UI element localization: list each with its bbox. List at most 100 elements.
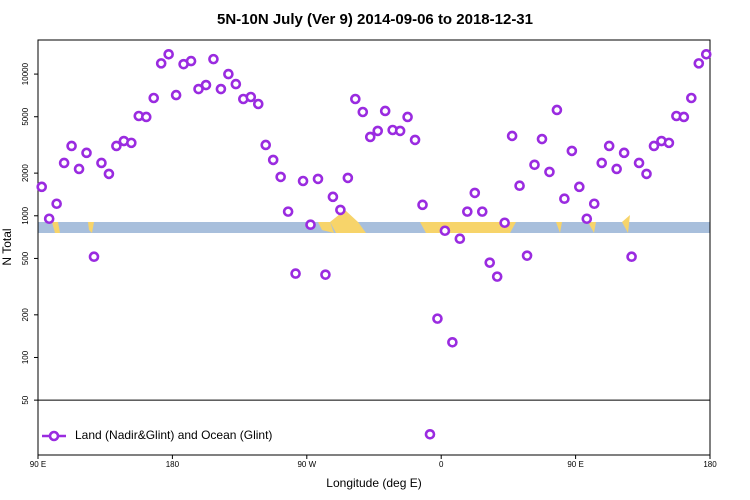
- point: [394, 125, 406, 137]
- point: [81, 147, 92, 159]
- point: [111, 140, 122, 152]
- point: [245, 91, 257, 103]
- land-mask-band: [38, 222, 710, 233]
- point: [581, 213, 593, 225]
- point: [282, 206, 294, 217]
- point: [320, 269, 331, 280]
- legend-label: Land (Nadir&Glint) and Ocean (Glint): [75, 428, 272, 442]
- point: [409, 134, 421, 146]
- point: [551, 104, 563, 116]
- point: [275, 171, 286, 183]
- point: [43, 213, 55, 225]
- point: [252, 98, 264, 110]
- point: [588, 198, 600, 210]
- point: [417, 199, 428, 211]
- y-tick-label: 200: [21, 308, 30, 322]
- y-tick-label: 2000: [21, 164, 30, 182]
- point: [327, 191, 339, 203]
- point: [372, 125, 384, 137]
- point: [58, 157, 70, 169]
- point: [140, 111, 152, 123]
- point: [693, 58, 705, 69]
- point: [476, 206, 488, 217]
- point: [193, 83, 204, 95]
- point: [529, 159, 540, 171]
- point: [200, 79, 212, 91]
- point: [342, 172, 354, 184]
- point: [618, 147, 630, 159]
- point: [312, 173, 324, 185]
- point: [484, 257, 496, 268]
- point: [432, 313, 443, 324]
- point: [148, 92, 160, 104]
- x-tick-label: 180: [703, 460, 717, 469]
- point: [170, 89, 182, 101]
- point: [611, 163, 622, 175]
- point: [364, 131, 376, 143]
- point: [297, 175, 309, 187]
- point: [566, 145, 578, 157]
- point: [506, 130, 518, 142]
- point: [574, 181, 585, 193]
- point: [350, 93, 361, 105]
- point: [633, 157, 645, 169]
- y-axis-label: N Total: [0, 228, 14, 265]
- point: [126, 137, 137, 149]
- point: [559, 193, 570, 204]
- point: [96, 157, 107, 169]
- point: [88, 251, 100, 263]
- point: [641, 168, 652, 180]
- legend-marker: [48, 430, 60, 442]
- point: [596, 157, 608, 169]
- y-tick-label: 50: [21, 395, 30, 404]
- point: [208, 53, 219, 65]
- y-tick-label: 500: [21, 251, 30, 265]
- point: [36, 181, 48, 193]
- point: [700, 48, 712, 60]
- x-axis-label: Longitude (deg E): [326, 476, 421, 490]
- y-tick-label: 100: [21, 350, 30, 364]
- point: [491, 271, 503, 282]
- point: [305, 219, 316, 231]
- x-tick-label: 180: [166, 460, 180, 469]
- point: [469, 187, 481, 199]
- point: [536, 133, 548, 145]
- point: [335, 204, 346, 216]
- point: [230, 78, 242, 90]
- point: [73, 163, 85, 175]
- point: [678, 111, 690, 123]
- point: [103, 168, 115, 180]
- point: [260, 139, 272, 151]
- point: [51, 198, 62, 210]
- point: [648, 140, 660, 152]
- y-tick-label: 10000: [21, 62, 30, 85]
- x-tick-label: 90 E: [30, 460, 46, 469]
- point: [290, 268, 301, 279]
- x-tick-label: 90 E: [567, 460, 583, 469]
- point: [439, 225, 451, 237]
- point: [163, 48, 174, 60]
- point: [379, 105, 391, 117]
- point: [663, 137, 675, 149]
- y-tick-label: 1000: [21, 206, 30, 224]
- point: [185, 55, 197, 67]
- point: [454, 233, 466, 245]
- point: [215, 83, 227, 95]
- point: [402, 111, 413, 123]
- point: [514, 180, 525, 192]
- plot-frame: [37, 39, 711, 456]
- point: [462, 206, 473, 217]
- point: [267, 154, 279, 166]
- point: [223, 68, 234, 80]
- x-tick-label: 90 W: [297, 460, 316, 469]
- point: [357, 106, 369, 118]
- point: [447, 336, 458, 348]
- x-tick-label: 0: [439, 460, 444, 469]
- point: [626, 251, 637, 263]
- point: [499, 217, 510, 229]
- point: [603, 140, 615, 152]
- point: [66, 140, 77, 152]
- y-tick-label: 5000: [21, 107, 30, 125]
- point: [424, 428, 436, 440]
